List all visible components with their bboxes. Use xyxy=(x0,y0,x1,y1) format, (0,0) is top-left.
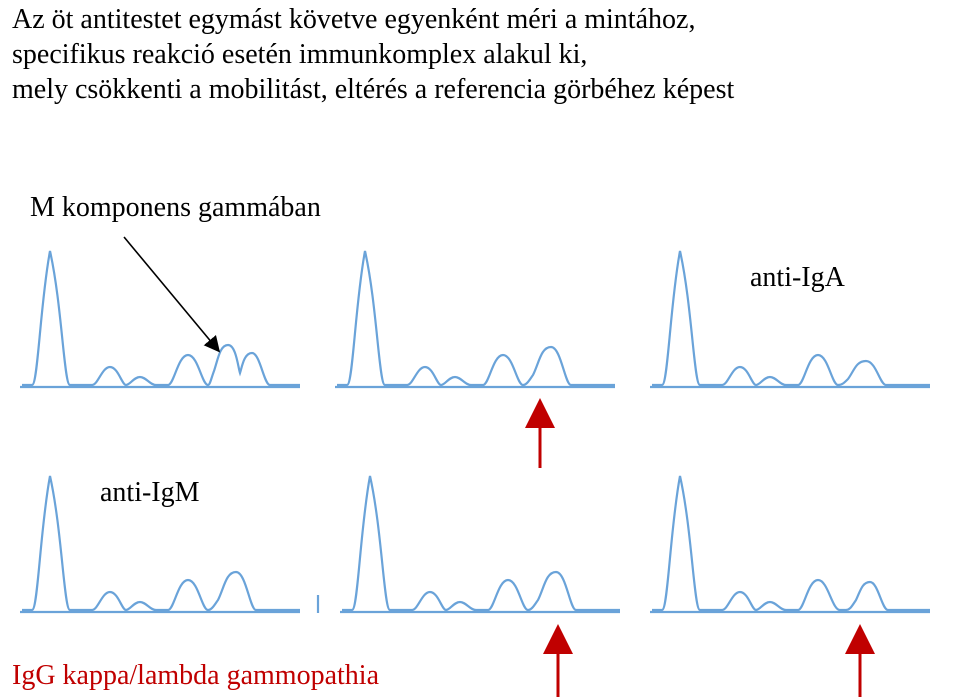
black-arrow-line xyxy=(124,237,218,350)
arrow-black-pointer xyxy=(0,0,960,697)
